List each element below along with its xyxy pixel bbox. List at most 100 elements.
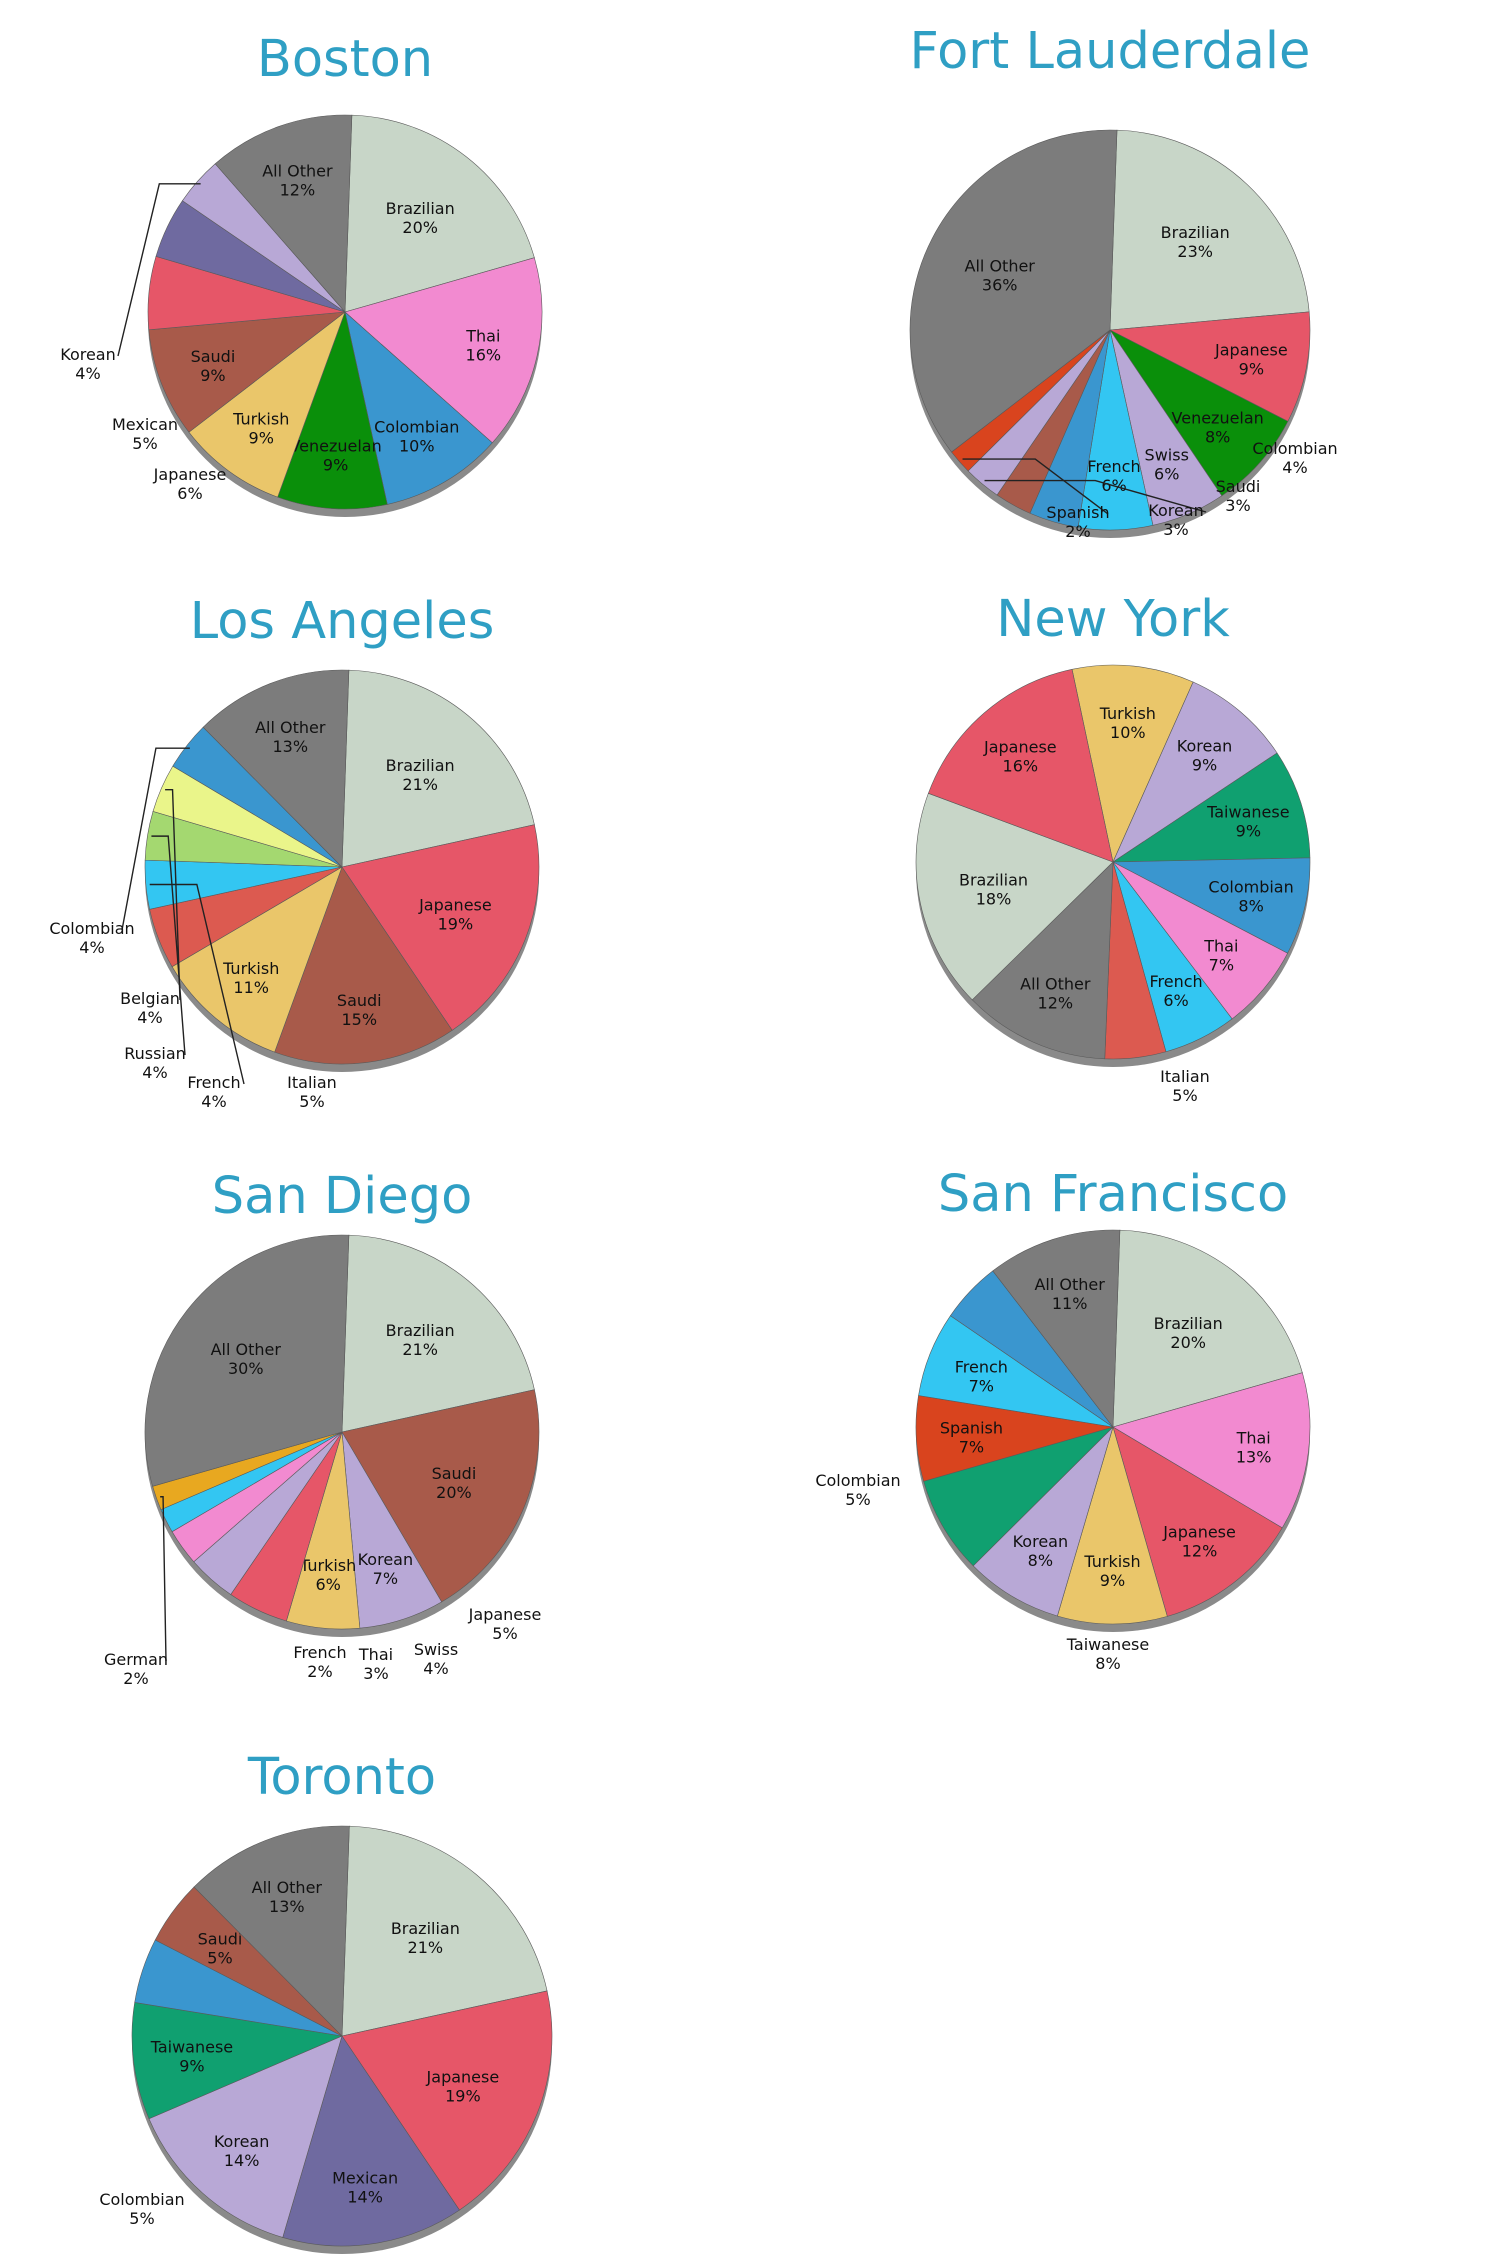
pie-slice-new-york-colombian — [1112, 857, 1311, 954]
slice-label-los-angeles-saudi: Saudi — [337, 991, 382, 1010]
slice-value-boston-brazilian: 20% — [402, 218, 438, 237]
slice-label-fort-lauderdale-swiss: Swiss — [1145, 445, 1189, 464]
pie-slice-boston-colombian — [344, 311, 493, 505]
slice-value-toronto-mexican: 14% — [347, 2187, 383, 2206]
pie-title-new-york: New York — [996, 590, 1230, 649]
pie-slice-boston-all-other — [214, 114, 353, 313]
slice-label-toronto-saudi: Saudi — [198, 1930, 243, 1949]
slice-value-san-francisco-korean: 8% — [1028, 1551, 1053, 1570]
leader-line-los-angeles-colombian — [121, 747, 190, 931]
slice-label-san-francisco-thai: Thai — [1236, 1428, 1271, 1447]
pie-slice-boston-turkish — [188, 311, 346, 498]
slice-label-los-angeles-russian: Russian — [124, 1044, 186, 1063]
slice-label-fort-lauderdale-japanese: Japanese — [1214, 340, 1288, 359]
slice-label-los-angeles-japanese: Japanese — [418, 895, 492, 914]
slice-label-san-francisco-japanese: Japanese — [1162, 1522, 1236, 1541]
slice-value-toronto-korean: 14% — [224, 2151, 260, 2170]
slice-value-new-york-turkish: 10% — [1110, 723, 1146, 742]
slice-label-boston-colombian: Colombian — [374, 417, 459, 436]
slice-label-san-francisco-french: French — [955, 1357, 1008, 1376]
slice-value-fort-lauderdale-swiss: 6% — [1154, 464, 1179, 483]
slice-value-los-angeles-all-other: 13% — [272, 737, 308, 756]
slice-label-san-francisco-taiwanese: Taiwanese — [1066, 1635, 1149, 1654]
slice-label-new-york-korean: Korean — [1177, 737, 1233, 756]
slice-value-new-york-taiwanese: 9% — [1236, 822, 1261, 841]
slice-label-san-francisco-brazilian: Brazilian — [1154, 1314, 1223, 1333]
slice-label-toronto-colombian: Colombian — [99, 2190, 184, 2209]
slice-label-san-diego-german: German — [104, 1650, 168, 1669]
slice-value-boston-thai: 16% — [466, 345, 502, 364]
slice-value-toronto-japanese: 19% — [445, 2086, 481, 2105]
slice-label-boston-korean: Korean — [60, 345, 116, 364]
pie-slice-san-francisco-korean — [972, 1426, 1114, 1617]
slice-value-los-angeles-japanese: 19% — [438, 914, 474, 933]
slice-label-new-york-italian: Italian — [1160, 1067, 1210, 1086]
slice-value-new-york-korean: 9% — [1192, 756, 1217, 775]
slice-value-fort-lauderdale-brazilian: 23% — [1177, 242, 1213, 261]
slice-label-toronto-brazilian: Brazilian — [391, 1919, 460, 1938]
pie-slice-new-york-all-other — [971, 861, 1114, 1060]
slice-label-san-francisco-korean: Korean — [1013, 1532, 1069, 1551]
pie-title-san-diego: San Diego — [211, 1167, 473, 1226]
pie-title-fort-lauderdale: Fort Lauderdale — [909, 22, 1311, 81]
slice-value-san-francisco-thai: 13% — [1236, 1447, 1272, 1466]
slice-value-san-diego-swiss: 4% — [423, 1659, 448, 1678]
slice-label-new-york-thai: Thai — [1203, 937, 1238, 956]
slice-value-san-diego-brazilian: 21% — [402, 1340, 438, 1359]
slice-value-fort-lauderdale-korean: 3% — [1163, 520, 1188, 539]
pie-slice-new-york-japanese — [927, 668, 1114, 863]
pie-slice-toronto-taiwanese — [131, 2002, 344, 2120]
pie-slice-toronto-mexican — [282, 2035, 460, 2247]
pie-slice-toronto-korean — [148, 2035, 343, 2238]
pie-slice-fort-lauderdale-venezuelan — [1109, 329, 1289, 497]
slice-label-boston-turkish: Turkish — [232, 409, 289, 428]
slice-value-toronto-brazilian: 21% — [408, 1938, 444, 1957]
slice-label-boston-thai: Thai — [465, 326, 500, 345]
slice-label-toronto-mexican: Mexican — [332, 2168, 398, 2187]
slice-label-san-diego-turkish: Turkish — [299, 1556, 356, 1575]
slice-value-san-francisco-turkish: 9% — [1100, 1571, 1125, 1590]
slice-value-boston-korean: 4% — [75, 364, 100, 383]
slice-label-new-york-brazilian: Brazilian — [959, 870, 1028, 889]
slice-value-fort-lauderdale-colombian: 4% — [1282, 458, 1307, 477]
slice-value-new-york-japanese: 16% — [1003, 757, 1039, 776]
pie-slice-boston-thai — [344, 257, 543, 444]
slice-value-los-angeles-belgian: 4% — [137, 1008, 162, 1027]
slice-value-los-angeles-brazilian: 21% — [402, 775, 438, 794]
pie-slice-san-francisco-brazilian — [1112, 1229, 1303, 1428]
slice-label-new-york-turkish: Turkish — [1099, 704, 1156, 723]
slice-value-los-angeles-colombian: 4% — [79, 938, 104, 957]
slice-value-fort-lauderdale-saudi: 3% — [1225, 496, 1250, 515]
slice-label-boston-mexican: Mexican — [112, 415, 178, 434]
slice-label-san-francisco-colombian: Colombian — [815, 1471, 900, 1490]
pie-slice-fort-lauderdale-brazilian — [1109, 129, 1310, 331]
pie-slice-fort-lauderdale-all-other — [909, 129, 1118, 453]
leader-line-los-angeles-belgian — [165, 789, 181, 1001]
slice-label-san-francisco-spanish: Spanish — [940, 1418, 1003, 1437]
slice-value-boston-turkish: 9% — [249, 428, 274, 447]
slice-value-boston-mexican: 5% — [132, 434, 157, 453]
slice-value-los-angeles-russian: 4% — [142, 1063, 167, 1082]
leader-line-los-angeles-french — [149, 883, 245, 1085]
slice-label-fort-lauderdale-spanish: Spanish — [1046, 503, 1109, 522]
pie-title-los-angeles: Los Angeles — [189, 592, 495, 651]
slice-value-toronto-taiwanese: 9% — [179, 2056, 204, 2075]
slice-value-san-francisco-brazilian: 20% — [1170, 1333, 1206, 1352]
slice-value-san-diego-german: 2% — [123, 1669, 148, 1688]
pie-title-san-francisco: San Francisco — [937, 1165, 1289, 1224]
slice-value-toronto-saudi: 5% — [207, 1949, 232, 1968]
leader-line-fort-lauderdale-korean — [984, 479, 1207, 513]
slice-value-san-francisco-japanese: 12% — [1182, 1541, 1218, 1560]
slice-value-los-angeles-italian: 5% — [299, 1092, 324, 1111]
slice-label-toronto-japanese: Japanese — [426, 2067, 500, 2086]
slice-value-san-francisco-spanish: 7% — [959, 1437, 984, 1456]
pie-slice-san-diego-brazilian — [341, 1234, 535, 1433]
slice-label-los-angeles-italian: Italian — [287, 1073, 337, 1092]
pie-slice-toronto-all-other — [193, 1825, 350, 2037]
slice-value-boston-saudi: 9% — [200, 366, 225, 385]
pie-slice-new-york-brazilian — [915, 792, 1114, 1001]
